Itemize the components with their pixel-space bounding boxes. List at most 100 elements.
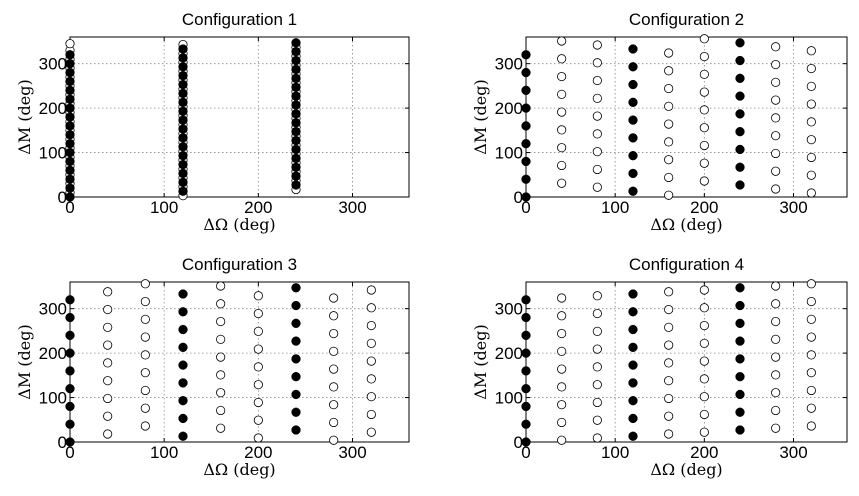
open-marker (216, 281, 226, 291)
open-marker (806, 385, 816, 396)
x-tick-label: 100 (150, 443, 178, 462)
y-tick-label: 200 (39, 99, 67, 118)
open-marker (699, 409, 709, 420)
filled-marker (521, 366, 531, 376)
x-tick-label: 0 (521, 198, 530, 217)
open-marker (664, 83, 674, 94)
open-marker (771, 184, 781, 194)
open-marker (806, 135, 816, 145)
open-marker (699, 427, 709, 437)
filled-marker (65, 139, 75, 149)
open-marker (664, 358, 674, 368)
open-marker (140, 403, 150, 413)
open-marker (140, 350, 150, 360)
open-marker (103, 287, 113, 297)
filled-marker (521, 50, 531, 60)
open-marker (140, 421, 150, 431)
open-marker (103, 411, 113, 421)
filled-marker (291, 336, 301, 346)
filled-marker (65, 174, 75, 184)
open-marker (806, 421, 816, 431)
chart-title: Configuration 1 (182, 10, 297, 29)
filled-marker (735, 109, 745, 119)
open-marker (557, 382, 567, 392)
open-marker (253, 362, 263, 372)
open-marker (699, 320, 709, 331)
filled-marker (178, 53, 188, 63)
filled-marker (291, 389, 301, 400)
filled-marker (65, 295, 75, 305)
y-axis-label: ΔM (deg) (471, 324, 490, 399)
filled-marker (65, 67, 75, 78)
filled-marker (521, 156, 531, 167)
open-marker (140, 296, 150, 307)
filled-marker (628, 62, 638, 72)
open-marker (592, 344, 602, 354)
y-tick-label: 100 (39, 144, 67, 163)
open-marker (806, 403, 816, 413)
open-marker (664, 322, 674, 332)
filled-marker (291, 73, 301, 83)
open-marker (771, 352, 781, 362)
open-marker (329, 364, 339, 374)
open-marker (592, 433, 602, 443)
filled-marker (291, 100, 301, 110)
open-marker (771, 42, 781, 52)
open-marker (771, 166, 781, 176)
filled-marker (65, 348, 75, 358)
y-tick-label: 100 (495, 389, 523, 408)
open-marker (253, 344, 263, 354)
filled-marker (291, 300, 301, 311)
x-tick-label: 200 (690, 198, 718, 217)
filled-marker (628, 360, 638, 370)
open-marker (806, 350, 816, 360)
filled-marker (521, 401, 531, 412)
y-tick-label: 200 (495, 99, 523, 118)
x-tick-label: 300 (338, 198, 366, 217)
filled-marker (521, 85, 531, 95)
filled-marker (178, 289, 188, 299)
filled-marker (65, 183, 75, 193)
x-tick-label: 100 (150, 198, 178, 217)
open-marker (771, 423, 781, 433)
filled-marker (291, 318, 301, 328)
filled-marker (291, 127, 301, 137)
panel-3: Configuration 3 0 100 200 300 0 100 200 300 ΔΩ (d… (15, 255, 410, 479)
filled-marker (65, 330, 75, 340)
x-tick-label: 0 (65, 443, 74, 462)
open-marker (806, 368, 816, 378)
open-marker (557, 400, 567, 410)
open-marker (771, 405, 781, 416)
open-marker (806, 188, 816, 198)
open-marker (329, 346, 339, 356)
filled-marker (735, 73, 745, 83)
open-marker (140, 332, 150, 342)
open-marker (329, 293, 339, 303)
open-marker (664, 101, 674, 111)
filled-marker (521, 348, 531, 358)
filled-marker (65, 130, 75, 140)
filled-marker (291, 144, 301, 155)
filled-marker (291, 91, 301, 101)
filled-marker (65, 94, 75, 104)
filled-marker (521, 312, 531, 323)
open-marker (699, 158, 709, 168)
open-marker (140, 368, 150, 378)
filled-marker (521, 330, 531, 340)
open-marker (366, 409, 376, 420)
open-marker (103, 304, 113, 315)
filled-marker (291, 171, 301, 181)
open-marker (806, 46, 816, 56)
filled-marker (521, 419, 531, 429)
open-marker (592, 308, 602, 319)
plot-area (69, 281, 410, 443)
open-marker (664, 429, 674, 439)
filled-marker (178, 324, 188, 335)
filled-marker (291, 109, 301, 119)
panel-4: Configuration 4 0 100 200 300 0 100 200 300 ΔΩ (d… (471, 255, 848, 479)
filled-marker (291, 162, 301, 172)
open-marker (592, 40, 602, 50)
y-tick-label: 100 (39, 389, 67, 408)
filled-marker (178, 431, 188, 441)
